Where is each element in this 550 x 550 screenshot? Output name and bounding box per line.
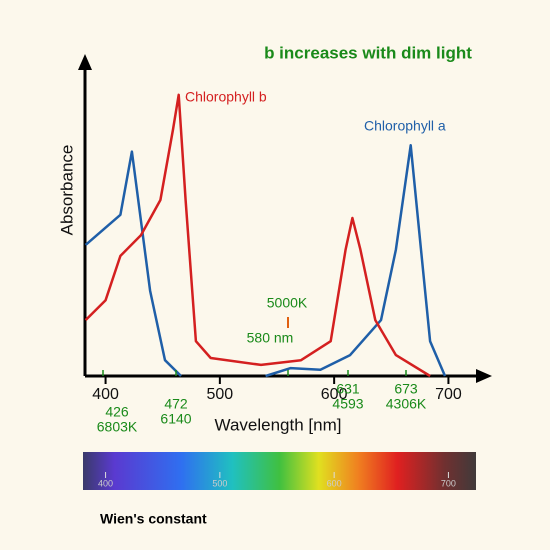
spectrum-label: 500	[212, 478, 227, 488]
annotation: 631	[336, 381, 360, 397]
annotation: 6140	[160, 411, 191, 427]
x-arrow	[476, 369, 492, 383]
spectrum-label: 700	[441, 478, 456, 488]
series-label: Chlorophyll a	[364, 118, 446, 134]
x-axis-label: Wavelength [nm]	[215, 415, 342, 434]
spectrum-label: 400	[98, 478, 113, 488]
series-line	[84, 144, 447, 378]
footer: Wien's constant	[100, 511, 207, 527]
spectrum-label: 600	[327, 478, 342, 488]
y-arrow	[78, 54, 92, 70]
annotation: 4593	[332, 396, 363, 412]
y-axis-label: Absorbance	[57, 145, 76, 236]
annotation: 426	[105, 404, 129, 420]
annotation: 5000K	[267, 295, 308, 311]
annotation: 6803K	[97, 419, 138, 435]
x-tick-label: 500	[207, 386, 234, 403]
annotation: 580 nm	[247, 330, 294, 346]
series-label: Chlorophyll b	[185, 89, 267, 105]
spectrum-bar	[83, 452, 476, 490]
annotation: 472	[164, 396, 188, 412]
chart-title: b increases with dim light	[264, 43, 472, 62]
x-tick-label: 600	[321, 386, 348, 403]
annotation: 673	[394, 381, 418, 397]
annotation: 4306K	[386, 396, 427, 412]
x-tick-label: 400	[92, 386, 119, 403]
x-tick-label: 700	[435, 386, 462, 403]
series-line	[84, 93, 431, 378]
